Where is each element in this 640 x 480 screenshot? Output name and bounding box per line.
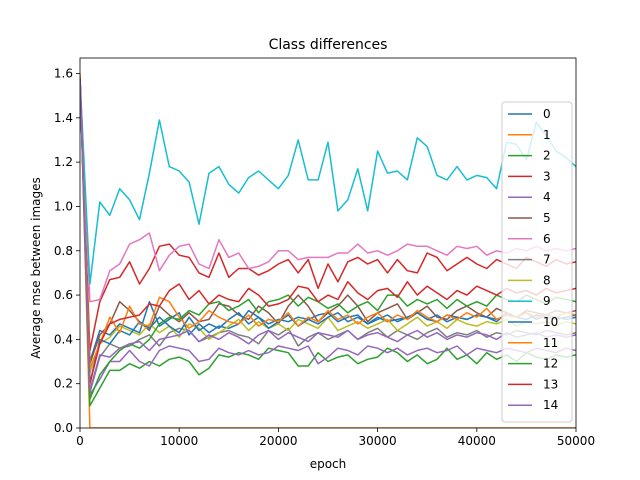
legend-label-14: 14 (543, 398, 558, 412)
plot-area: 0 10000 20000 30000 40000 50000 0.0 0.2 0.4 0.6 0.… (54, 57, 595, 448)
x-tick-label: 30000 (359, 434, 397, 448)
y-tick-label: 0.4 (54, 332, 73, 346)
y-tick-label: 0.2 (54, 377, 73, 391)
x-tick-label: 50000 (557, 434, 595, 448)
x-tick-label: 10000 (160, 434, 198, 448)
legend-label-7: 7 (543, 253, 551, 267)
legend-label-13: 13 (543, 377, 558, 391)
legend-label-12: 12 (543, 357, 558, 371)
legend-label-0: 0 (543, 107, 551, 121)
y-tick-label: 0.0 (54, 421, 73, 435)
legend-label-2: 2 (543, 149, 551, 163)
legend-label-10: 10 (543, 315, 558, 329)
legend-label-1: 1 (543, 128, 551, 142)
legend-box (501, 101, 573, 423)
y-axis-label: Average mse between images (29, 177, 43, 359)
series-line-7 (80, 77, 576, 394)
legend-label-3: 3 (543, 169, 551, 183)
series-line-3 (80, 77, 576, 352)
legend-label-6: 6 (543, 232, 551, 246)
series-line-6 (80, 77, 576, 303)
axes-frame (79, 57, 577, 429)
legend-label-4: 4 (543, 190, 551, 204)
legend-label-11: 11 (543, 336, 558, 350)
series-line-11 (80, 77, 576, 369)
x-tick-label: 20000 (259, 434, 297, 448)
legend-label-9: 9 (543, 294, 551, 308)
series-line-2 (80, 77, 576, 407)
x-tick-label: 40000 (458, 434, 496, 448)
y-tick-label: 1.4 (54, 111, 73, 125)
series-line-14 (80, 77, 576, 392)
series-line-12 (80, 77, 576, 400)
y-tick-label: 1.6 (54, 67, 73, 81)
x-tick-label: 0 (76, 434, 84, 448)
series-line-13 (80, 77, 576, 385)
chart-title: Class differences (269, 37, 388, 53)
x-axis-label: epoch (310, 457, 347, 471)
legend-label-5: 5 (543, 211, 551, 225)
y-tick-label: 1.2 (54, 155, 73, 169)
y-tick-label: 0.6 (54, 288, 73, 302)
series-lines (80, 73, 576, 428)
series-line-10 (80, 77, 576, 385)
y-tick-label: 0.8 (54, 244, 73, 258)
series-line-9 (80, 77, 576, 285)
series-line-4 (80, 77, 576, 396)
series-line-5 (80, 77, 576, 365)
legend-label-8: 8 (543, 273, 551, 287)
y-tick-label: 1.0 (54, 199, 73, 213)
